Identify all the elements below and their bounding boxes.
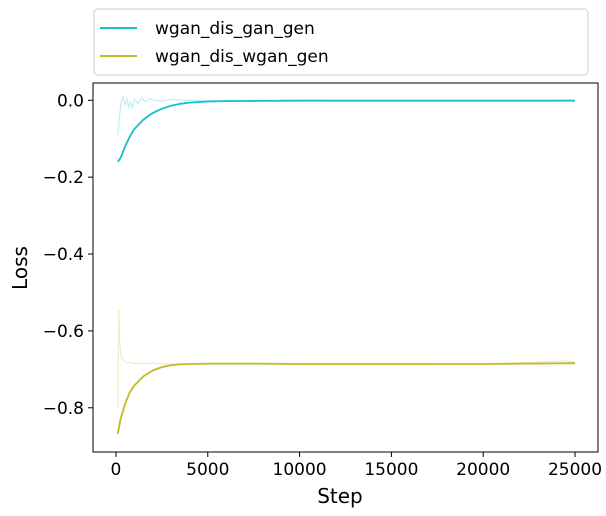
plot-frame: [92, 82, 599, 453]
y-axis-label: Loss: [8, 246, 32, 290]
series-line-2: [116, 362, 576, 435]
x-axis: 0 5000 10000 15000 20000 25000: [111, 452, 602, 480]
legend-label-1: wgan_dis_gan_gen: [155, 19, 315, 39]
y-tick-label: −0.8: [43, 399, 84, 419]
x-tick-label: 10000: [273, 460, 327, 480]
y-tick-label: −0.2: [43, 168, 84, 188]
x-tick-label: 5000: [186, 460, 229, 480]
legend-box: [93, 8, 589, 76]
y-axis: 0.0 −0.2 −0.4 −0.6 −0.8: [43, 91, 93, 419]
plot-area: [92, 82, 599, 453]
series-line-1: [117, 99, 575, 163]
y-tick-label: 0.0: [57, 91, 84, 111]
legend: wgan_dis_gan_gen wgan_dis_wgan_gen: [93, 8, 589, 76]
y-tick-label: −0.6: [43, 322, 84, 342]
x-tick-label: 0: [111, 460, 122, 480]
y-tick-label: −0.4: [43, 245, 84, 265]
x-axis-label: Step: [317, 484, 363, 508]
x-tick-label: 15000: [364, 460, 418, 480]
x-tick-label: 20000: [456, 460, 510, 480]
x-tick-label: 25000: [548, 460, 602, 480]
legend-label-2: wgan_dis_wgan_gen: [155, 47, 329, 67]
